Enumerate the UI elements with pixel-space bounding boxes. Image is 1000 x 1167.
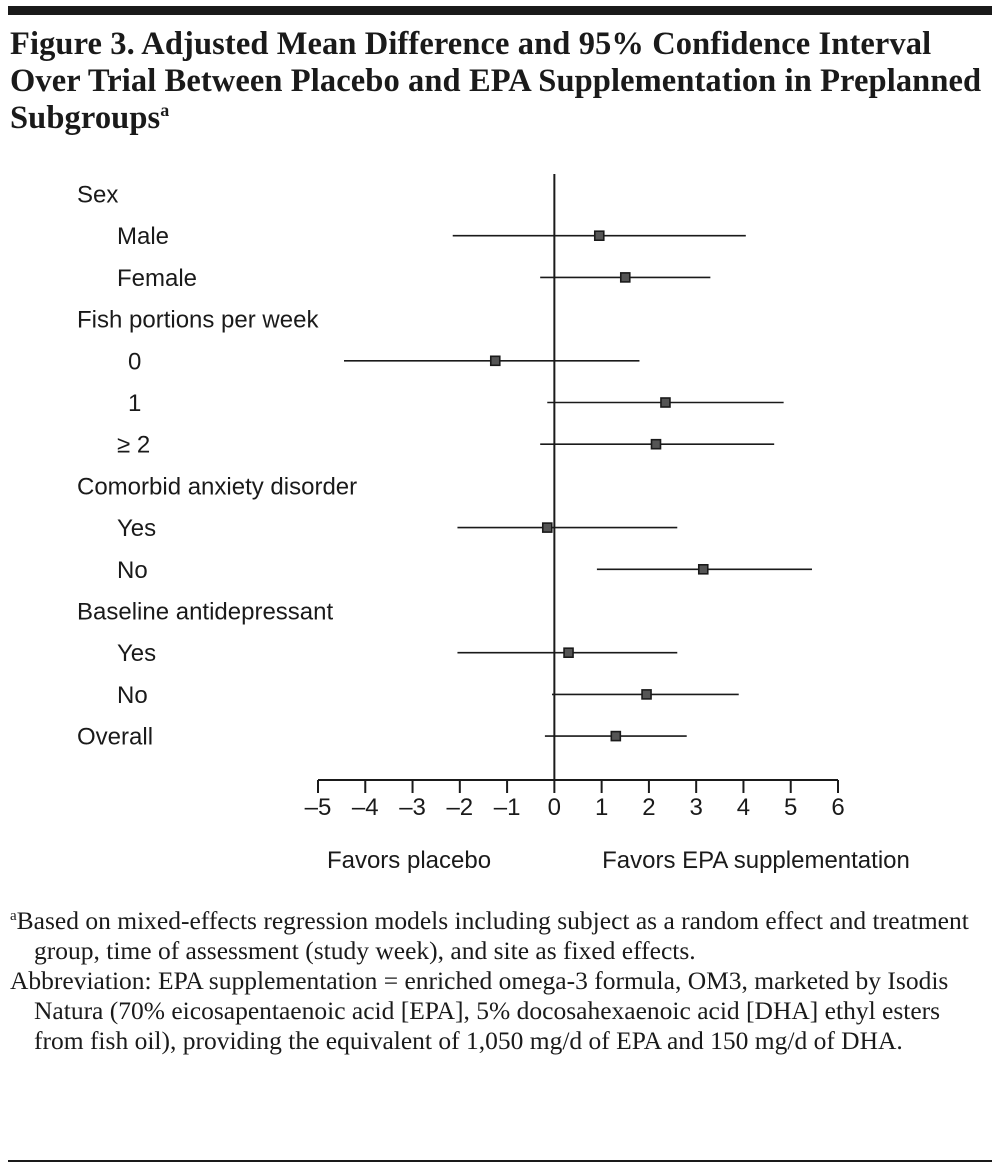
figure-title: Figure 3. Adjusted Mean Difference and 9… [10,26,990,137]
x-tick-label: 3 [690,794,703,821]
subgroup-header: Comorbid anxiety disorder [77,473,357,500]
subgroup-label: No [117,557,148,584]
x-tick-label: –3 [399,794,426,821]
footnote: aBased on mixed-effects regression model… [10,906,992,966]
subgroup-label: Overall [77,724,153,751]
favors-epa-label: Favors EPA supplementation [602,847,910,874]
figure-notes: aBased on mixed-effects regression model… [10,906,992,1056]
estimate-marker [641,689,652,700]
top-rule [8,6,992,15]
estimate-marker [619,272,631,283]
x-tick-label: –2 [446,794,473,821]
estimate-marker [610,730,622,742]
x-axis: –5 –4 –3 –2 –1 0 1 2 3 4 5 6 [305,779,845,821]
estimate-marker [541,522,553,533]
subgroup-label: ≥ 2 [117,432,150,459]
subgroup-label: No [117,682,148,709]
x-tick-label: –4 [352,794,379,821]
subgroup-label: Yes [117,515,156,542]
x-tick-label: 1 [595,794,608,821]
estimate-marker [650,438,662,450]
estimate-marker [697,563,709,575]
subgroup-header: Fish portions per week [77,307,319,334]
estimate-marker [593,230,605,241]
estimate-marker [563,647,574,659]
x-tick-label: –5 [305,794,332,821]
title-footnote-marker: a [160,100,170,120]
bottom-rule [8,1160,992,1162]
row-labels: Sex Male Female Fish portions per week 0 1 ≥ 2… [77,182,357,751]
x-tick-label: 5 [784,794,797,821]
x-tick-label: 4 [737,794,750,821]
x-tick-label: 2 [642,794,655,821]
footnote-text: Based on mixed-effects regression models… [16,906,969,965]
subgroup-label: Yes [117,640,156,667]
estimate-marker [660,397,671,408]
figure-title-text: Figure 3. Adjusted Mean Difference and 9… [10,26,982,136]
subgroup-label: 0 [128,348,141,375]
abbreviation-note: Abbreviation: EPA supplementation = enri… [10,966,949,1055]
subgroup-label: Male [117,223,169,250]
x-tick-label: –1 [494,794,521,821]
estimate-marker [489,355,501,367]
forest-plot: Sex Male Female Fish portions per week 0 1 ≥ 2… [77,174,910,874]
subgroup-label: Female [117,265,197,292]
subgroup-label: 1 [128,390,141,417]
subgroup-header: Baseline antidepressant [77,599,334,626]
x-tick-label: 6 [831,794,844,821]
footnote-marker: a [10,908,17,924]
subgroup-header: Sex [77,182,118,209]
x-tick-label: 0 [548,794,561,821]
point-estimates [489,230,709,742]
favors-placebo-label: Favors placebo [327,847,491,874]
confidence-intervals [344,234,812,737]
